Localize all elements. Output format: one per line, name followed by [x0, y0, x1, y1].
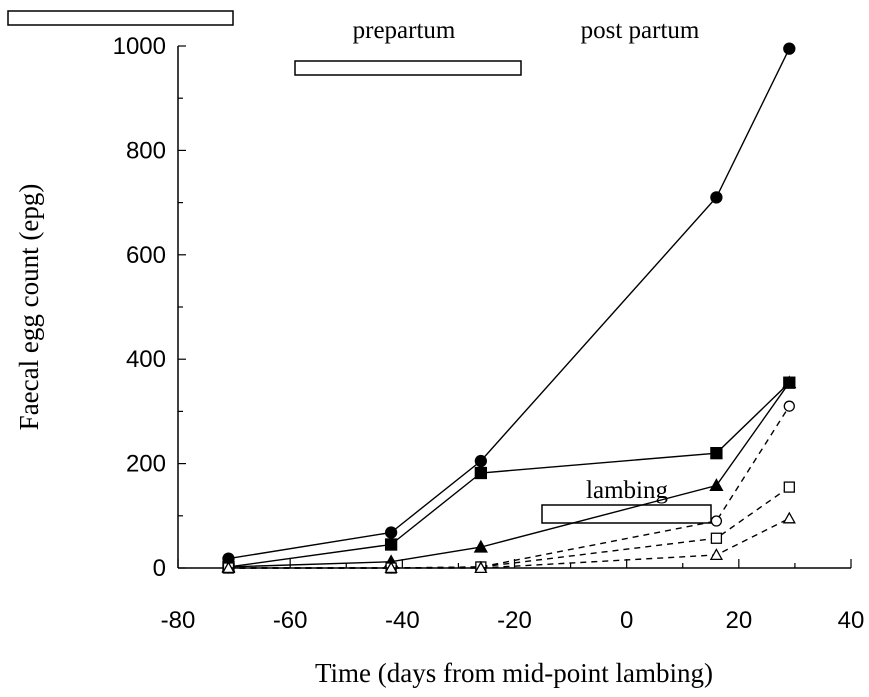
x-tick-label: -80 — [161, 607, 196, 634]
x-tick-label: -20 — [497, 607, 532, 634]
y-tick-label: 0 — [153, 555, 166, 582]
data-point-triangle — [473, 539, 488, 553]
series-2 — [222, 376, 796, 574]
data-point-square — [783, 481, 795, 493]
x-tick-label: 20 — [725, 607, 752, 634]
series-layer — [221, 42, 797, 574]
x-tick-label: 40 — [838, 607, 865, 634]
y-tick-label: 1000 — [113, 33, 166, 60]
y-tick-label: 800 — [126, 137, 166, 164]
data-point-square — [474, 466, 488, 480]
data-point-triangle — [782, 375, 797, 389]
series-1 — [222, 42, 796, 565]
data-point-triangle — [221, 561, 236, 574]
series-line — [228, 48, 790, 560]
data-point-triangle — [474, 561, 488, 574]
y-axis-label: Faecal egg count (epg) — [14, 184, 44, 431]
data-point-circle — [474, 454, 488, 468]
data-point-circle — [783, 400, 795, 412]
x-tick-label: -60 — [273, 607, 308, 634]
x-tick-label: -40 — [385, 607, 420, 634]
lambing-label: lambing — [586, 477, 668, 504]
x-axis: -80 -60 -40 -20 0 20 40 — [161, 559, 865, 634]
data-point-square — [384, 538, 398, 551]
prepartum-label: prepartum — [353, 17, 456, 44]
data-point-circle — [710, 515, 723, 527]
series-line — [228, 486, 790, 569]
data-point-square — [710, 532, 723, 544]
data-point-square — [710, 447, 723, 460]
series-3 — [221, 375, 797, 573]
series-6 — [221, 511, 796, 574]
data-point-triangle — [709, 478, 724, 491]
data-point-triangle — [782, 511, 796, 524]
series-line — [228, 517, 790, 569]
data-point-triangle — [384, 561, 398, 574]
y-tick-label: 600 — [126, 242, 166, 269]
data-point-circle — [710, 191, 723, 204]
x-tick-label: 0 — [620, 607, 633, 634]
prepartum-period-bar — [294, 60, 522, 76]
series-5 — [222, 481, 795, 574]
data-point-triangle — [709, 548, 724, 560]
y-tick-label: 400 — [126, 346, 166, 373]
y-axis: 0 200 400 600 800 1000 — [113, 33, 186, 582]
x-axis-label: Time (days from mid-point lambing) — [315, 658, 713, 688]
postpartum-label: post partum — [581, 17, 700, 44]
y-tick-label: 200 — [126, 451, 166, 478]
postpartum-period-bar — [7, 10, 234, 26]
data-point-circle — [384, 526, 398, 539]
data-point-circle — [783, 42, 796, 55]
lambing-period-bar — [541, 504, 712, 524]
